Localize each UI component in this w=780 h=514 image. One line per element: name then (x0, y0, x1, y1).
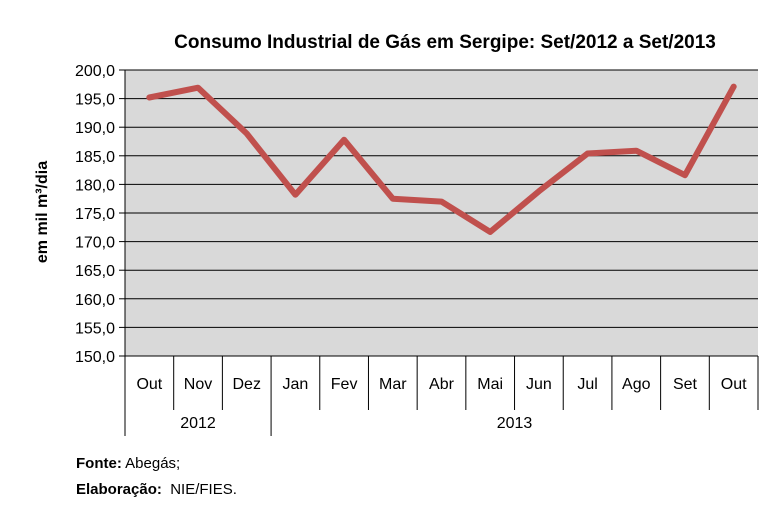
elaboration-value: NIE/FIES. (161, 481, 237, 498)
y-tick-label: 160,0 (75, 292, 115, 309)
source-note: Fonte: Abegás; (76, 455, 180, 472)
x-tick-label: Out (136, 376, 162, 393)
y-tick-label: 175,0 (75, 206, 115, 223)
x-tick-label: Out (721, 376, 747, 393)
x-tick-label: Abr (429, 376, 455, 393)
x-tick-label: Jan (283, 376, 309, 393)
y-tick-label: 200,0 (75, 63, 115, 80)
x-tick-label: Dez (233, 376, 261, 393)
year-label: 2013 (497, 415, 533, 432)
y-tick-label: 190,0 (75, 120, 115, 137)
x-tick-label: Mai (477, 376, 503, 393)
source-label: Fonte: (76, 455, 122, 472)
y-tick-label: 195,0 (75, 92, 115, 109)
y-tick-label: 170,0 (75, 235, 115, 252)
x-tick-label: Jul (577, 376, 597, 393)
year-label: 2012 (180, 415, 216, 432)
chart-title: Consumo Industrial de Gás em Sergipe: Se… (174, 32, 716, 53)
x-tick-label: Set (673, 376, 698, 393)
x-tick-label: Nov (184, 376, 212, 393)
y-tick-label: 150,0 (75, 349, 115, 366)
x-tick-label: Ago (622, 376, 651, 393)
plot-area: 200,0 195,0 190,0 185,0 180,0 175,0 170,0 165,0… (75, 63, 759, 436)
y-tick-label: 155,0 (75, 320, 115, 337)
series-line (146, 83, 737, 235)
y-tick-label: 165,0 (75, 263, 115, 280)
elaboration-note: Elaboração: NIE/FIES. (76, 481, 237, 498)
x-tick-label: Mar (379, 376, 407, 393)
elaboration-label: Elaboração: (76, 481, 162, 498)
y-tick-label: 180,0 (75, 177, 115, 194)
x-tick-label: Fev (331, 376, 358, 393)
x-tick-label: Jun (526, 376, 552, 393)
y-axis-label: em mil m³/dia (34, 161, 51, 263)
source-value: Abegás; (121, 455, 181, 472)
y-tick-label: 185,0 (75, 149, 115, 166)
